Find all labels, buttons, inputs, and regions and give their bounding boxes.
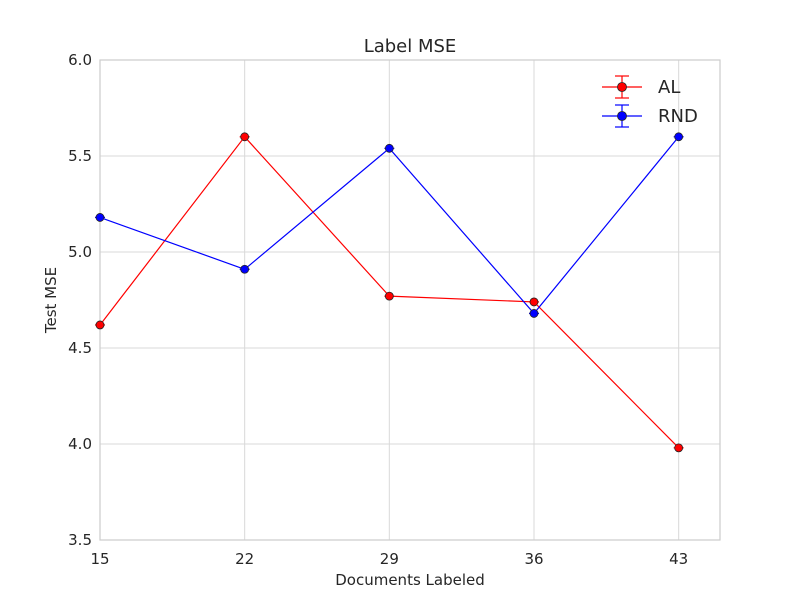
- y-tick-label: 5.0: [68, 243, 92, 261]
- x-axis-label: Documents Labeled: [335, 571, 485, 589]
- data-point: [95, 213, 105, 222]
- plot-frame: [99, 59, 721, 541]
- data-point: [674, 443, 684, 453]
- x-tick-label: 36: [524, 550, 543, 568]
- x-tick-label: 29: [380, 550, 399, 568]
- legend-marker: [617, 111, 627, 121]
- data-point: [384, 143, 394, 153]
- y-tick-label: 3.5: [68, 531, 92, 549]
- data-point: [240, 264, 250, 274]
- x-tick-label: 15: [90, 550, 109, 568]
- data-point: [529, 309, 539, 318]
- y-tick-label: 4.0: [68, 435, 92, 453]
- legend-label: AL: [658, 77, 680, 98]
- x-tick-label: 43: [669, 550, 688, 568]
- y-tick-label: 4.5: [68, 339, 92, 357]
- y-tick-label: 6.0: [68, 51, 92, 69]
- legend-marker: [617, 82, 627, 92]
- y-tick-label: 5.5: [68, 147, 92, 165]
- series-al: [95, 132, 684, 453]
- grid: [99, 59, 720, 541]
- chart-title: Label MSE: [364, 36, 457, 57]
- series-rnd: [95, 132, 684, 318]
- legend-label: RND: [658, 106, 698, 127]
- data-point: [240, 132, 250, 142]
- legend: AL RND: [602, 75, 698, 128]
- data-point: [95, 320, 105, 330]
- series-group: [95, 132, 684, 453]
- legend-item-al: AL: [602, 75, 680, 99]
- data-point: [529, 297, 539, 307]
- y-axis-label: Test MSE: [42, 267, 60, 334]
- data-point: [674, 132, 684, 142]
- x-tick-label: 22: [235, 550, 254, 568]
- legend-item-rnd: RND: [602, 104, 698, 128]
- data-point: [384, 291, 394, 301]
- axis-ticks: 15 22 29 36 43 3.5 4.0 4.5 5.0 5.5 6.0: [68, 51, 688, 568]
